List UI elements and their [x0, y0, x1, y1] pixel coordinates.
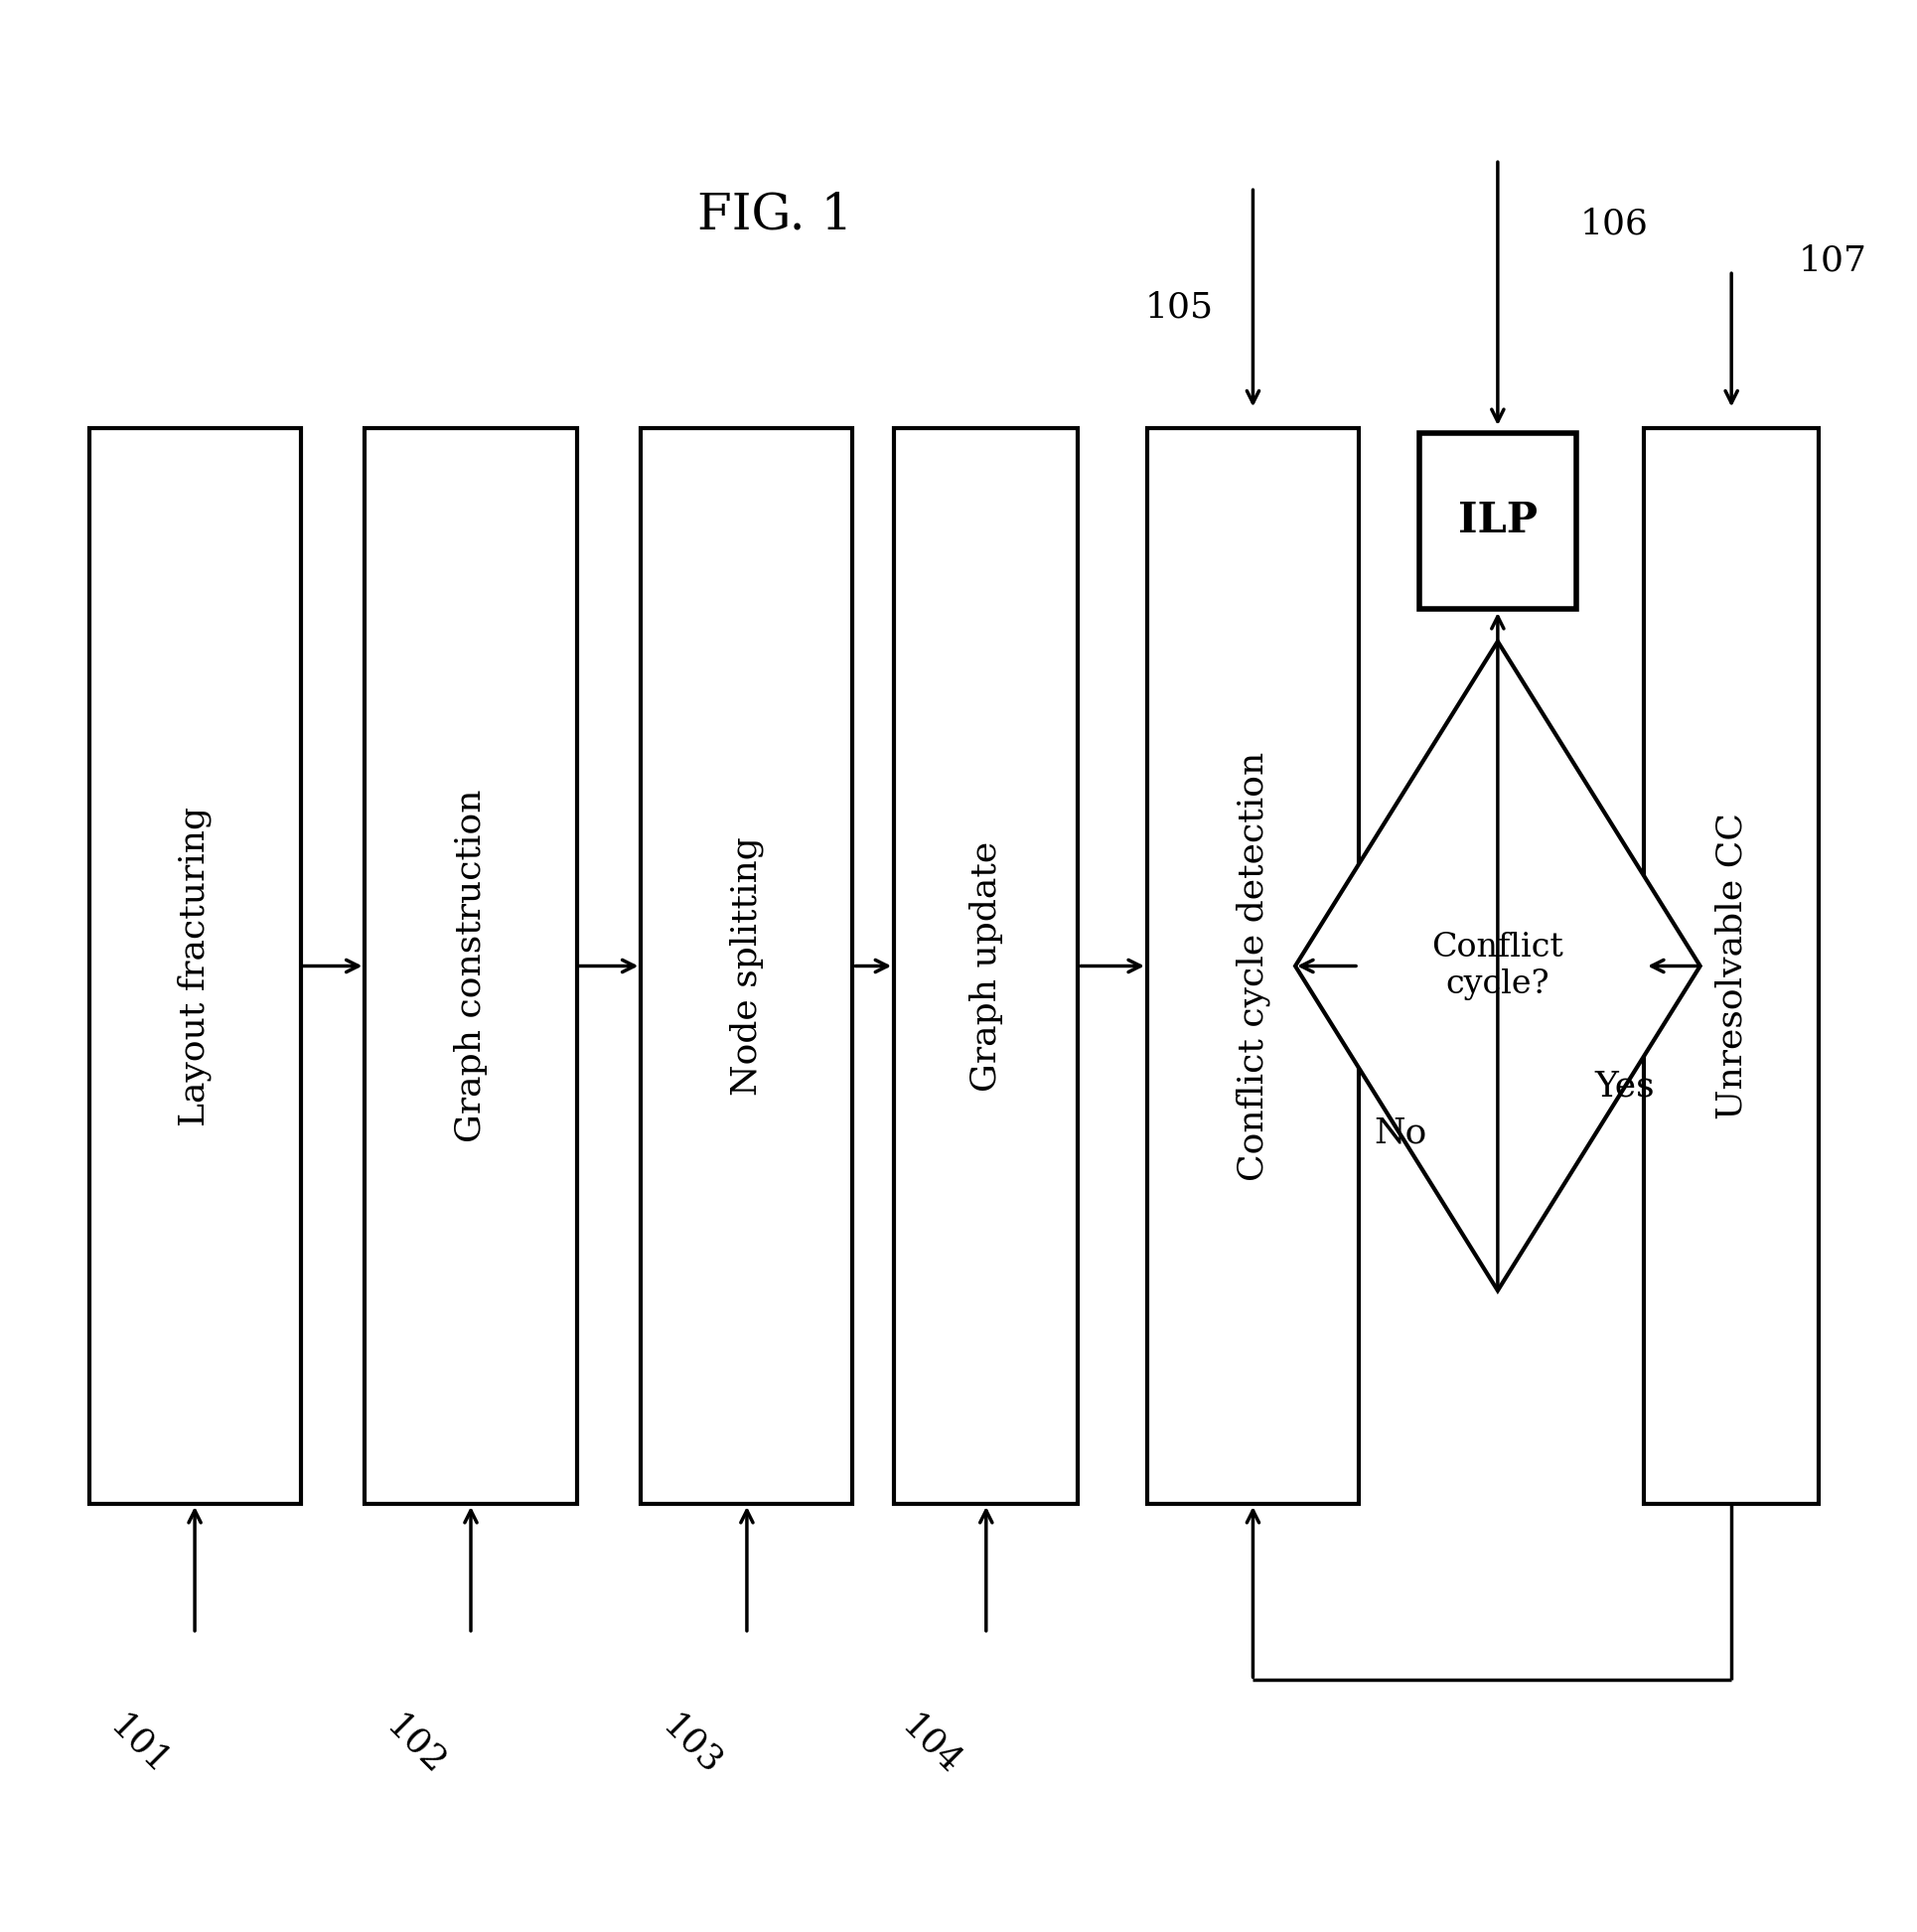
Bar [1146, 429, 1359, 1503]
Text: Graph update: Graph update [970, 840, 1003, 1092]
Bar [364, 429, 577, 1503]
Text: 105: 105 [1144, 290, 1213, 325]
Text: 104: 104 [895, 1708, 966, 1781]
Text: Unresolvable CC: Unresolvable CC [1714, 813, 1748, 1119]
Polygon shape [1296, 641, 1700, 1291]
Text: Graph construction: Graph construction [454, 790, 487, 1142]
Bar [640, 429, 853, 1503]
Text: 102: 102 [380, 1708, 452, 1781]
Bar [1419, 433, 1576, 609]
Text: 101: 101 [104, 1708, 176, 1781]
Text: Layout fracturing: Layout fracturing [178, 806, 213, 1126]
Bar [893, 429, 1077, 1503]
Text: Yes: Yes [1595, 1070, 1654, 1103]
Text: ILP: ILP [1459, 500, 1537, 541]
Text: Conflict
cycle?: Conflict cycle? [1432, 931, 1564, 1001]
Bar [88, 429, 301, 1503]
Text: FIG. 1: FIG. 1 [696, 189, 853, 240]
Bar [1645, 429, 1819, 1503]
Text: No: No [1374, 1117, 1426, 1150]
Text: Node splitting: Node splitting [730, 837, 765, 1095]
Text: 107: 107 [1798, 243, 1867, 278]
Text: 106: 106 [1580, 207, 1649, 242]
Text: 103: 103 [656, 1708, 728, 1781]
Text: Conflict cycle detection: Conflict cycle detection [1236, 752, 1271, 1180]
